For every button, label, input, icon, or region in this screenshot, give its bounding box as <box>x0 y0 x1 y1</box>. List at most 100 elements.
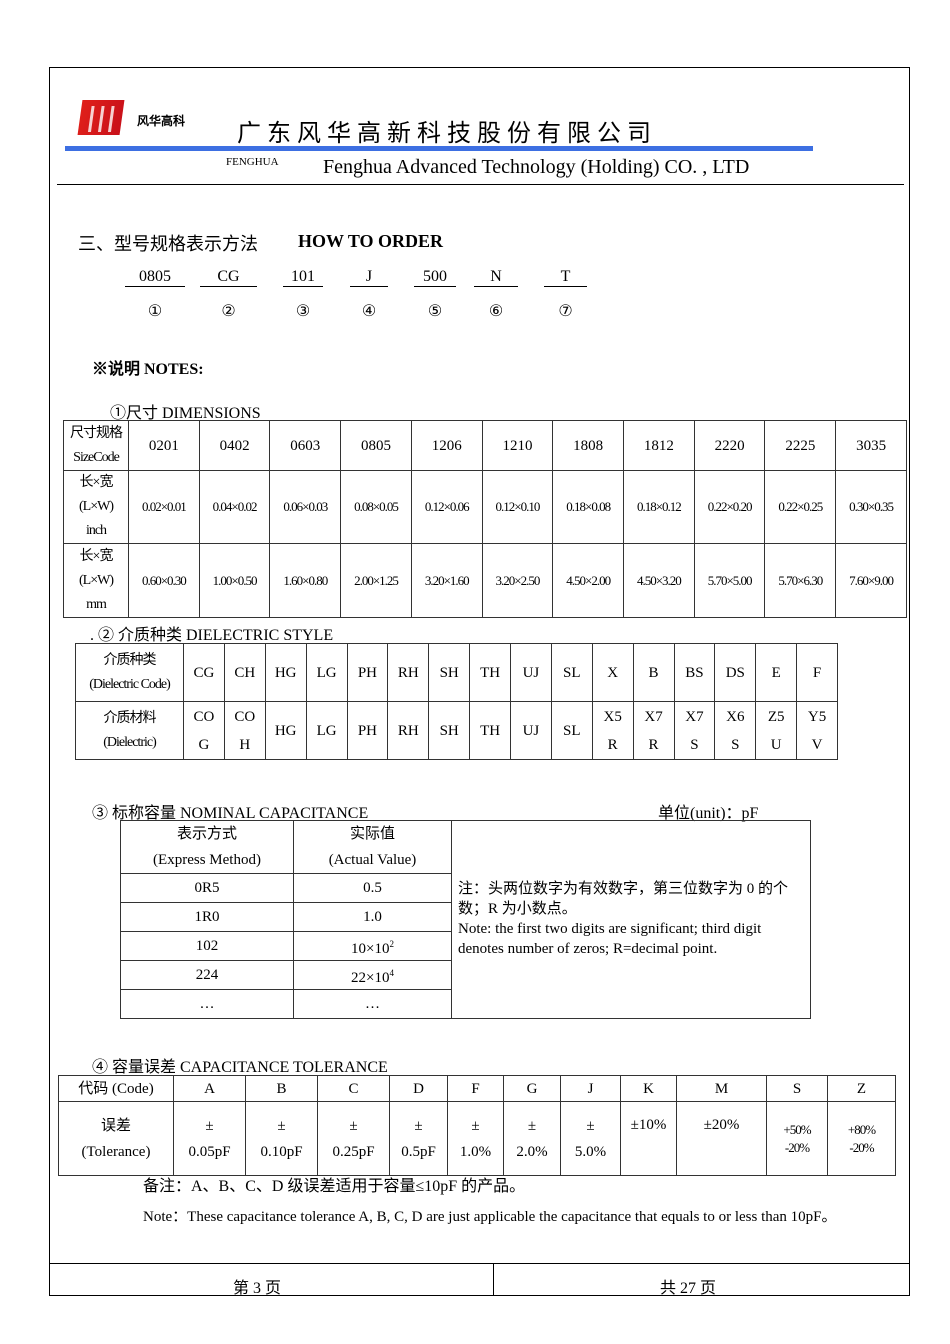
express-method: 224 <box>120 960 294 990</box>
dimension-cell-text: 2.00×1.25 <box>354 572 399 588</box>
tolerance-value-text: ± <box>205 1117 214 1134</box>
dimension-cell: 2.00×1.25 <box>340 543 412 618</box>
dielectric-material-text: S <box>690 736 699 753</box>
tolerance-remark-cn: 备注：A、B、C、D 级误差适用于容量≤10pF 的产品。 <box>143 1178 526 1195</box>
dimension-cell: 2220 <box>693 420 766 471</box>
dielectric-code: DS <box>714 643 757 702</box>
dielectric-code-text: TH <box>480 664 501 681</box>
dimension-cell: 0.08×0.05 <box>340 470 412 544</box>
express-method-text: 102 <box>195 938 219 954</box>
dimension-cell-text: 1.00×0.50 <box>212 572 258 588</box>
tolerance-value-text: 1.0% <box>459 1143 492 1160</box>
dimension-cell: 0.30×0.35 <box>835 470 907 544</box>
capacitance-unit: 单位(unit)：pF <box>658 805 759 822</box>
tolerance-remark-en: Note：These capacitance tolerance A, B, C… <box>143 1209 837 1225</box>
order-code-6: N <box>474 268 518 287</box>
order-mark-6: ⑥ <box>488 303 504 320</box>
express-method: 0R5 <box>120 873 294 903</box>
dimension-cell-text: 0.02×0.01 <box>141 499 187 514</box>
dimension-cell-text: 1210 <box>502 437 533 454</box>
dimension-cell-text: 3.20×1.60 <box>424 572 470 588</box>
dielectric-material-text: SH <box>439 722 459 739</box>
dielectric-material-text: S <box>731 736 740 753</box>
tolerance-value: ±5.0% <box>560 1101 621 1176</box>
tolerance-code-text: F <box>471 1080 480 1097</box>
page-total: 共 27 页 <box>660 1280 717 1297</box>
dimension-cell-text: 1.60×0.80 <box>283 572 328 588</box>
dimension-cell: 0402 <box>198 420 271 471</box>
dimension-cell-text: 1812 <box>643 437 674 454</box>
dielectric-code-text: E <box>771 664 781 681</box>
tolerance-code-text: A <box>204 1080 215 1097</box>
order-mark-5: ⑤ <box>427 303 443 320</box>
dielectric-code-text: X <box>607 664 619 681</box>
express-method: … <box>120 989 294 1019</box>
section-title-cn: 三、型号规格表示方法 <box>78 234 258 254</box>
dielectric-material-text: SL <box>563 722 581 739</box>
footer-divider <box>493 1263 494 1296</box>
dimension-cell-text: 5.70×6.30 <box>778 572 823 588</box>
row-label-text: inch <box>85 523 107 538</box>
row-label-text: 长×宽 <box>79 475 114 490</box>
tolerance-code-text: C <box>348 1080 359 1097</box>
table-row: 尺寸规格 SizeCode 0201 0402 0603 0805 1206 1210 1808… <box>63 420 907 471</box>
dielectric-material-text: UJ <box>522 722 540 739</box>
order-code-7: T <box>544 268 587 287</box>
dielectric-code-text: F <box>812 664 822 681</box>
tolerance-value: ±0.05pF <box>173 1101 246 1176</box>
dielectric-material-text: X7 <box>644 708 663 725</box>
dimension-cell: 0201 <box>128 420 200 471</box>
dielectric-code-text: SL <box>563 664 581 681</box>
row-label-text: 介质种类 <box>103 652 157 668</box>
dielectric-material: UJ <box>510 701 552 760</box>
dielectric-table: 介质种类 (Dielectric Code) CG CH HG LG PH RH SH TH UJ S… <box>75 643 838 760</box>
tolerance-code-text: K <box>643 1080 654 1097</box>
order-code-2: CG <box>200 268 257 287</box>
express-method: 102 <box>120 931 294 961</box>
tolerance-value-text: ± <box>277 1117 286 1134</box>
dielectric-material-text: V <box>811 736 823 753</box>
dimension-cell-text: 4.50×3.20 <box>636 572 682 588</box>
tolerance-value-text: 0.10pF <box>260 1143 303 1160</box>
tolerance-value-text: ±10% <box>630 1117 667 1133</box>
dielectric-code-text: DS <box>725 664 745 681</box>
dielectric-code: UJ <box>510 643 552 702</box>
dimension-cell-text: 0201 <box>148 437 179 454</box>
order-mark-4: ④ <box>361 303 377 320</box>
tolerance-code-text: B <box>276 1080 287 1097</box>
dielectric-code: RH <box>387 643 430 702</box>
table-row: 代码 (Code) A B C D F G J K M S Z <box>58 1075 896 1102</box>
actual-value: 0.5 <box>293 873 452 903</box>
row-label-text: 长×宽 <box>79 548 114 564</box>
row-label-text: SizeCode <box>73 449 120 465</box>
tolerance-value: ±0.10pF <box>245 1101 318 1176</box>
dielectric-material: HG <box>264 701 307 760</box>
dielectric-material-text: CO <box>193 708 215 725</box>
dielectric-code: PH <box>346 643 389 702</box>
dimension-cell: 3.20×2.50 <box>481 543 554 618</box>
note-en: Note: the first two digits are significa… <box>458 921 762 957</box>
table-row: 224 22×104 <box>120 960 811 990</box>
dielectric-material-text: RH <box>397 722 419 739</box>
dielectric-material: X7 S <box>673 701 716 760</box>
dimension-cell-text: 0603 <box>290 437 321 454</box>
tolerance-code: D <box>389 1075 448 1102</box>
tolerance-value: +80% -20% <box>827 1101 896 1176</box>
dielectric-material: CO H <box>223 701 266 760</box>
dimension-cell: 3035 <box>835 420 907 471</box>
column-header-text: 表示方式 <box>176 826 237 842</box>
dimension-cell: 5.70×5.00 <box>693 543 766 618</box>
row-label-text: 介质材料 <box>103 710 157 726</box>
dielectric-code-text: HG <box>274 664 297 681</box>
order-code-1: 0805 <box>125 268 185 287</box>
dielectric-code: TH <box>469 643 511 702</box>
dimension-cell-text: 0.08×0.05 <box>354 499 399 514</box>
brand-label: FENGHUA <box>226 156 279 168</box>
tolerance-code: A <box>173 1075 246 1102</box>
dimension-cell: 1210 <box>481 420 554 471</box>
tolerance-code-text: G <box>526 1080 538 1097</box>
tolerance-value: ±20% <box>676 1101 767 1176</box>
dimension-cell: 2225 <box>764 420 837 471</box>
dielectric-code: LG <box>305 643 348 702</box>
